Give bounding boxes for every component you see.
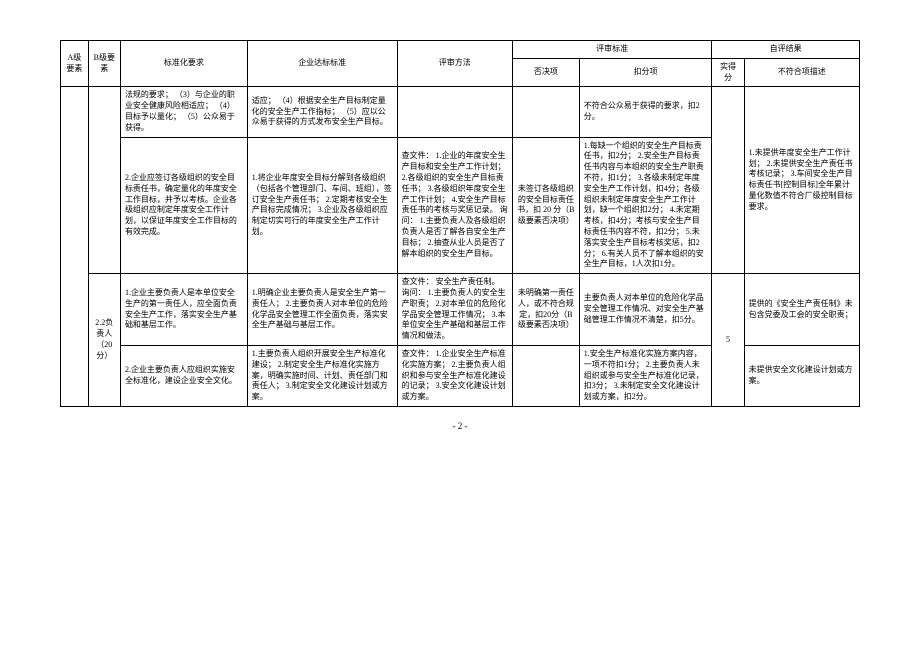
page-container: A级要素 B级要素 标准化要求 企业达标标准 评审方法 评审标准 自评结果 否决…: [60, 40, 860, 431]
th-b: B级要素: [88, 41, 120, 87]
cell-c: 2.企业应签订各级组织的安全目标责任书，确定量化的年度安全工作目标，并予以考核。…: [120, 137, 247, 274]
cell-g: 1.安全生产标准化实施方案内容，一项不符扣1分； 2.主要负责人未组织或参与安全…: [579, 345, 712, 406]
th-a: A级要素: [61, 41, 89, 87]
cell-e: [397, 87, 512, 137]
table-header-row-1: A级要素 B级要素 标准化要求 企业达标标准 评审方法 评审标准 自评结果: [61, 41, 860, 59]
cell-e: 查文件： 1.企业安全生产标准化实施方案； 2.主要负责人组织和参与安全生产标准…: [397, 345, 512, 406]
th-g: 扣分项: [579, 58, 712, 87]
cell-f: [512, 345, 579, 406]
cell-d: 1.将企业年度安全目标分解到各级组织（包括各个管理部门、车间、班组），签订安全生…: [247, 137, 397, 274]
table-row: 2.2负责人（20分） 1.企业主要负责人是本单位安全生产的第一责任人，应全面负…: [61, 274, 860, 346]
cell-b: [88, 87, 120, 274]
cell-e: 查文件： 1.企业的年度安全生产目标和安全生产工作计划； 2.各级组织的安全生产…: [397, 137, 512, 274]
th-h-group: 自评结果: [712, 41, 860, 59]
th-c: 标准化要求: [120, 41, 247, 87]
cell-e: 查文件： 安全生产责任制。 询问： 1.主要负责人的安全生产职责； 2.对本单位…: [397, 274, 512, 346]
th-h: 实得分: [712, 58, 744, 87]
th-e: 评审方法: [397, 41, 512, 87]
cell-b: 2.2负责人（20分）: [88, 274, 120, 407]
cell-c: 1.企业主要负责人是本单位安全生产的第一责任人，应全面负责安全生产工作，落实安全…: [120, 274, 247, 346]
th-i: 不符合项描述: [744, 58, 859, 87]
cell-i: 提供的《安全生产责任制》未包含党委及工会的安全职责；: [744, 274, 859, 346]
table-body: 法规的要求； （3）与企业的职业安全健康风险相适应； （4）目标予以量化； （5…: [61, 87, 860, 407]
cell-f: 未明确第一责任人，或不符合规定，扣20分（B级要素否决项）: [512, 274, 579, 346]
th-d: 企业达标标准: [247, 41, 397, 87]
cell-a: [61, 87, 89, 407]
cell-i: 1.未提供年度安全生产工作计划； 2.未提供安全生产责任书考核记录； 3.车间安…: [744, 87, 859, 274]
th-f: 否决项: [512, 58, 579, 87]
cell-h: 5: [712, 274, 744, 407]
cell-d: 1.主要负责人组织开展安全生产标准化建设； 2.制定安全生产标准化实施方案，明确…: [247, 345, 397, 406]
table-row: 法规的要求； （3）与企业的职业安全健康风险相适应； （4）目标予以量化； （5…: [61, 87, 860, 137]
cell-g: 主要负责人对本单位的危险化学品安全管理工作情况、对安全生产基础管理工作情况不清楚…: [579, 274, 712, 346]
th-f-group: 评审标准: [512, 41, 711, 59]
cell-d: 1.明确企业主要负责人是安全生产第一责任人； 2.主要负责人对本单位的危险化学品…: [247, 274, 397, 346]
cell-d: 适应； （4）根据安全生产目标制定量化的安全生产工作指标； （5）应以公众易于获…: [247, 87, 397, 137]
cell-f: 未签订各级组织的安全目标责任书，扣 20 分（B级要素否决项）: [512, 137, 579, 274]
page-number: - 2 -: [60, 421, 860, 431]
assessment-table: A级要素 B级要素 标准化要求 企业达标标准 评审方法 评审标准 自评结果 否决…: [60, 40, 860, 407]
cell-f: [512, 87, 579, 137]
cell-i: 未提供安全文化建设计划或方案。: [744, 345, 859, 406]
cell-g: 不符合公众易于获得的要求，扣2分。: [579, 87, 712, 137]
cell-c: 2.企业主要负责人应组织实施安全标准化，建设企业安全文化。: [120, 345, 247, 406]
cell-h: [712, 87, 744, 274]
cell-g: 1.每缺一个组织的安全生产目标责任书，扣2分； 2.安全生产目标责任书内容与本组…: [579, 137, 712, 274]
cell-c: 法规的要求； （3）与企业的职业安全健康风险相适应； （4）目标予以量化； （5…: [120, 87, 247, 137]
table-header: A级要素 B级要素 标准化要求 企业达标标准 评审方法 评审标准 自评结果 否决…: [61, 41, 860, 87]
